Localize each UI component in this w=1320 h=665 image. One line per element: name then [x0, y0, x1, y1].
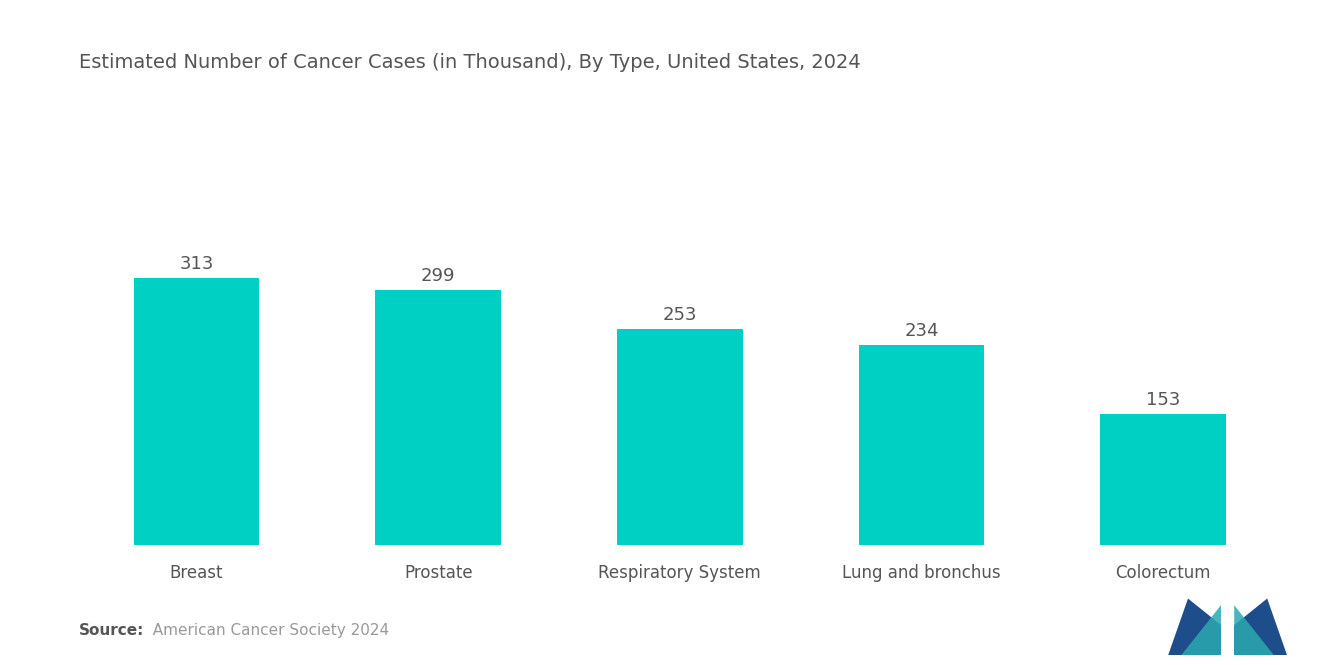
Polygon shape [1168, 598, 1221, 655]
Bar [133, 278, 260, 545]
Text: Estimated Number of Cancer Cases (in Thousand), By Type, United States, 2024: Estimated Number of Cancer Cases (in Tho… [79, 53, 861, 72]
Text: 299: 299 [421, 267, 455, 285]
Text: American Cancer Society 2024: American Cancer Society 2024 [143, 623, 388, 638]
Text: 153: 153 [1146, 392, 1180, 410]
Polygon shape [1234, 605, 1274, 655]
Text: Source:: Source: [79, 623, 145, 638]
Polygon shape [1234, 598, 1287, 655]
Bar [616, 329, 743, 545]
Text: 253: 253 [663, 306, 697, 324]
Bar [375, 290, 502, 545]
Bar [858, 345, 985, 545]
Text: 313: 313 [180, 255, 214, 273]
Polygon shape [1181, 605, 1221, 655]
Bar [1100, 414, 1226, 545]
Text: 234: 234 [904, 322, 939, 340]
